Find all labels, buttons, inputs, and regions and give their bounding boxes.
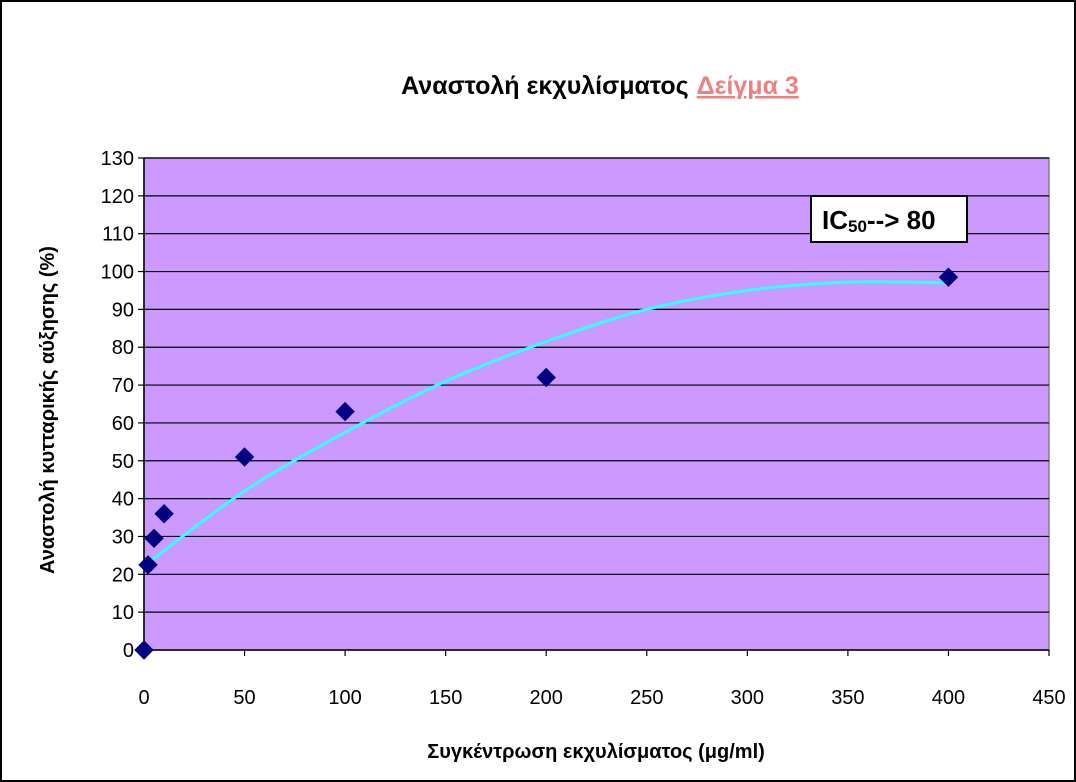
- annotation-box: [810, 195, 968, 243]
- y-tick-label: 100: [101, 262, 134, 284]
- trendline: [147, 280, 949, 565]
- chart-title-main: Αναστολή εκχυλίσματος: [401, 72, 688, 100]
- data-points: [134, 267, 959, 660]
- data-point: [335, 401, 355, 422]
- x-tick-label: 350: [831, 687, 864, 709]
- y-tick-labels: 0 10 20 30 40 50 60 70 80 90 100 110 120 130: [101, 148, 134, 662]
- y-tick-label: 120: [101, 186, 134, 208]
- y-axis-label: Αναστολή κυτταρικής αύξησης (%): [37, 246, 59, 574]
- x-tick-label: 450: [1032, 687, 1065, 709]
- y-tick-label: 0: [123, 640, 134, 662]
- y-tick-label: 30: [112, 526, 134, 548]
- annotation-prefix: IC: [822, 205, 848, 235]
- y-tick-label: 90: [112, 299, 134, 321]
- x-axis-label: Συγκέντρωση εκχυλίσματος (μg/ml): [427, 741, 765, 763]
- x-tick-label: 100: [328, 687, 361, 709]
- x-tick-label: 0: [138, 687, 149, 709]
- data-point: [938, 267, 959, 287]
- x-tick-label: 200: [530, 687, 563, 709]
- x-tick-label: 300: [731, 687, 764, 709]
- annotation-subscript: 50: [848, 217, 867, 236]
- x-tick-label: 150: [429, 687, 462, 709]
- y-tick-label: 10: [112, 602, 134, 624]
- y-tick-label: 130: [101, 148, 134, 170]
- y-tick-label: 40: [112, 489, 134, 511]
- data-point: [234, 447, 255, 467]
- x-tick-label: 250: [630, 687, 663, 709]
- data-point: [138, 555, 158, 575]
- data-point: [134, 640, 154, 660]
- y-tick-label: 50: [112, 451, 134, 473]
- y-tick-label: 60: [112, 413, 134, 435]
- x-tick-label: 400: [932, 687, 965, 709]
- y-tick-label: 70: [112, 375, 134, 397]
- chart-title: Αναστολή εκχυλίσματος Δείγμα 3: [401, 72, 799, 100]
- x-tick-label: 50: [233, 687, 255, 709]
- y-tick-label: 20: [112, 564, 134, 586]
- data-point: [144, 528, 164, 549]
- x-tick-labels: 0 50 100 150 200 250 300 350 400 450: [138, 687, 1065, 709]
- data-point: [536, 367, 556, 388]
- y-tick-label: 80: [112, 337, 134, 359]
- data-point: [154, 504, 174, 524]
- annotation-text: IC50--> 80: [822, 205, 936, 236]
- chart-title-highlight: Δείγμα 3: [697, 72, 799, 100]
- y-tick-label: 110: [102, 224, 134, 246]
- annotation-suffix: --> 80: [867, 205, 936, 235]
